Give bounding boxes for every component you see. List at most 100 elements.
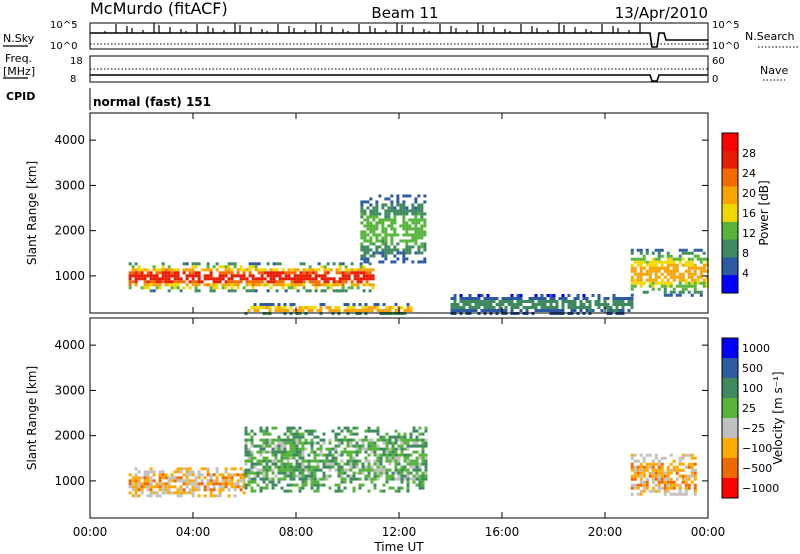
echo-cell [266, 271, 270, 275]
echo-cell [343, 468, 347, 472]
echo-cell [415, 429, 419, 433]
echo-cell [400, 312, 404, 316]
echo-cell [390, 218, 394, 222]
echo-cell [179, 488, 183, 492]
echo-cell [396, 194, 400, 198]
nave-tick-top: 60 [712, 56, 725, 67]
echo-cell [651, 278, 655, 282]
echo-cell [702, 263, 706, 267]
echo-cell [489, 296, 493, 300]
echo-cell [143, 473, 147, 477]
echo-cell [420, 233, 424, 237]
echo-cell [474, 302, 478, 306]
echo-cell [394, 438, 398, 442]
echo-cell [364, 306, 368, 310]
echo-cell [215, 262, 219, 266]
echo-cell [299, 274, 303, 278]
echo-cell [244, 441, 248, 445]
echo-cell [227, 277, 231, 281]
echo-cell [161, 470, 165, 474]
echo-cell [633, 474, 637, 478]
echo-cell [636, 474, 640, 478]
echo-cell [633, 269, 637, 273]
echo-cell [630, 477, 634, 481]
echo-cell [397, 432, 401, 436]
echo-cell [471, 308, 475, 312]
echo-cell [666, 480, 670, 484]
colorbar-frame [721, 337, 739, 499]
echo-cell [390, 227, 394, 231]
echo-cell [334, 468, 338, 472]
echo-cell [176, 479, 180, 483]
echo-cell [693, 486, 697, 490]
echo-cell [182, 286, 186, 290]
echo-cell [128, 473, 132, 477]
colorbar-segment [722, 418, 738, 439]
echo-cell [302, 274, 306, 278]
echo-cell [400, 444, 404, 448]
echo-cell [672, 257, 676, 261]
echo-cell [660, 266, 664, 270]
echo-cell [331, 462, 335, 466]
echo-cell [406, 309, 410, 313]
echo-cell [675, 257, 679, 261]
echo-cell [164, 482, 168, 486]
echo-cell [364, 468, 368, 472]
echo-cell [307, 306, 311, 310]
echo-cell [420, 224, 424, 228]
echo-cell [316, 435, 320, 439]
echo-cell [343, 450, 347, 454]
echo-cell [385, 480, 389, 484]
echo-cell [337, 441, 341, 445]
echo-cell [209, 268, 213, 272]
echo-cell [224, 286, 228, 290]
echo-cell [301, 468, 305, 472]
echo-cell [600, 302, 604, 306]
echo-cell [415, 468, 419, 472]
echo-cell [636, 281, 640, 285]
echo-cell [702, 281, 706, 285]
echo-cell [197, 488, 201, 492]
echo-cell [319, 303, 323, 307]
echo-cell [326, 280, 330, 284]
echo-cell [367, 426, 371, 430]
echo-cell [630, 275, 634, 279]
echo-cell [630, 251, 634, 255]
echo-cell [681, 480, 685, 484]
echo-cell [319, 444, 323, 448]
echo-cell [369, 221, 373, 225]
echo-cell [265, 474, 269, 478]
echo-cell [379, 474, 383, 478]
colorbar-segment [722, 398, 738, 419]
echo-cell [161, 280, 165, 284]
echo-cell [323, 274, 327, 278]
echo-cell [233, 265, 237, 269]
echo-cell [179, 470, 183, 474]
echo-cell [408, 209, 412, 213]
echo-cell [409, 309, 413, 313]
echo-cell [304, 483, 308, 487]
echo-cell [233, 289, 237, 293]
echo-cell [316, 483, 320, 487]
echo-cell [259, 462, 263, 466]
echo-cell [188, 470, 192, 474]
echo-cell [402, 257, 406, 261]
echo-cell [369, 227, 373, 231]
x-tick-label: 16:00 [485, 525, 520, 539]
echo-cell [256, 306, 260, 310]
echo-cell [477, 296, 481, 300]
echo-cell [274, 447, 278, 451]
echo-cell [373, 447, 377, 451]
echo-cell [244, 450, 248, 454]
echo-cell [420, 260, 424, 264]
echo-cell [335, 283, 339, 287]
echo-cell [397, 435, 401, 439]
echo-cell [287, 283, 291, 287]
echo-cell [173, 479, 177, 483]
echo-cell [274, 465, 278, 469]
echo-cell [316, 486, 320, 490]
echo-cell [636, 492, 640, 496]
echo-cell [262, 486, 266, 490]
echo-cell [534, 302, 538, 306]
echo-cell [450, 302, 454, 306]
